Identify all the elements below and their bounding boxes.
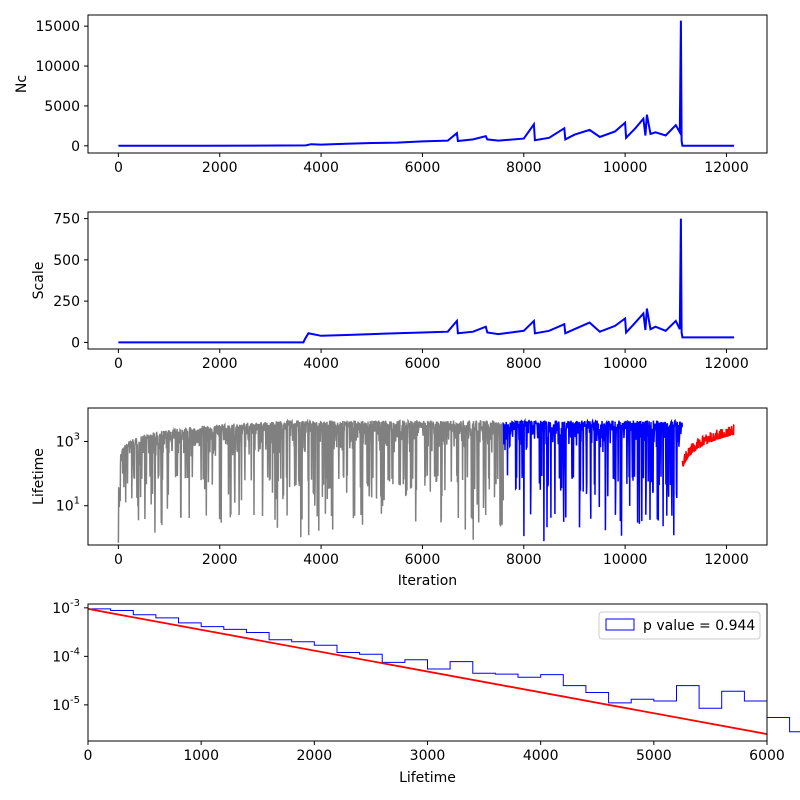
x-tick-label: 10000: [603, 160, 648, 176]
lifetime-segment-1: [502, 417, 684, 542]
x-tick-label: 4000: [523, 748, 559, 764]
x-tick-label: 12000: [704, 160, 749, 176]
x-tick-label: 2000: [297, 748, 333, 764]
y-axis-label: Lifetime: [31, 448, 47, 505]
x-tick-label: 2000: [202, 160, 238, 176]
y-axis-label: Nc: [14, 75, 30, 93]
y-tick-label: 10000: [35, 59, 80, 75]
x-tick-label: 4000: [303, 160, 339, 176]
x-tick-label: 6000: [405, 356, 441, 372]
x-tick-label: 6000: [405, 552, 441, 568]
y-tick-label: 750: [53, 212, 80, 228]
lifetime-segment-2: [681, 423, 735, 467]
x-axis-label: Iteration: [398, 573, 457, 589]
y-tick-label: 5000: [44, 99, 80, 115]
x-tick-label: 4000: [303, 356, 339, 372]
legend-swatch: [605, 618, 635, 631]
x-tick-label: 10000: [603, 552, 648, 568]
y-tick-label: 10-3: [52, 598, 80, 617]
x-tick-label: 5000: [636, 748, 672, 764]
x-tick-label: 6000: [405, 160, 441, 176]
y-tick-label: 500: [53, 253, 80, 269]
y-tick-label: 15000: [35, 19, 80, 35]
x-tick-label: 2000: [202, 356, 238, 372]
x-tick-label: 0: [114, 160, 123, 176]
legend-box: [598, 611, 761, 640]
x-axis-label: Lifetime: [399, 770, 456, 786]
legend-label: p value = 0.944: [643, 618, 755, 634]
x-tick-label: 6000: [749, 748, 785, 764]
series-line: [118, 218, 735, 344]
x-tick-label: 8000: [506, 160, 542, 176]
axes-frame-2: [87, 407, 768, 546]
x-tick-label: 12000: [704, 356, 749, 372]
x-tick-label: 8000: [506, 552, 542, 568]
x-tick-label: 1000: [183, 748, 219, 764]
y-tick-label: 0: [71, 139, 80, 155]
y-tick-label: 0: [71, 335, 80, 351]
x-tick-label: 0: [114, 552, 123, 568]
x-tick-label: 4000: [303, 552, 339, 568]
y-axis-label: Scale: [31, 262, 47, 300]
y-tick-label: 250: [53, 294, 80, 310]
x-tick-label: 3000: [410, 748, 446, 764]
histogram-bars: [87, 608, 800, 741]
axes-frame-1: [87, 211, 768, 350]
lifetime-segment-0: [117, 418, 505, 543]
x-tick-label: 2000: [202, 552, 238, 568]
x-tick-label: 12000: [704, 552, 749, 568]
fit-line: [87, 608, 768, 735]
y-tick-label: 10-5: [52, 695, 80, 714]
series-line: [118, 20, 735, 147]
x-tick-label: 0: [114, 356, 123, 372]
x-tick-label: 0: [84, 748, 93, 764]
axes-frame-0: [87, 14, 768, 154]
x-tick-label: 8000: [506, 356, 542, 372]
y-tick-label: 101: [56, 496, 80, 515]
x-tick-label: 10000: [603, 356, 648, 372]
y-tick-label: 10-4: [52, 646, 80, 665]
y-tick-label: 103: [56, 431, 80, 450]
